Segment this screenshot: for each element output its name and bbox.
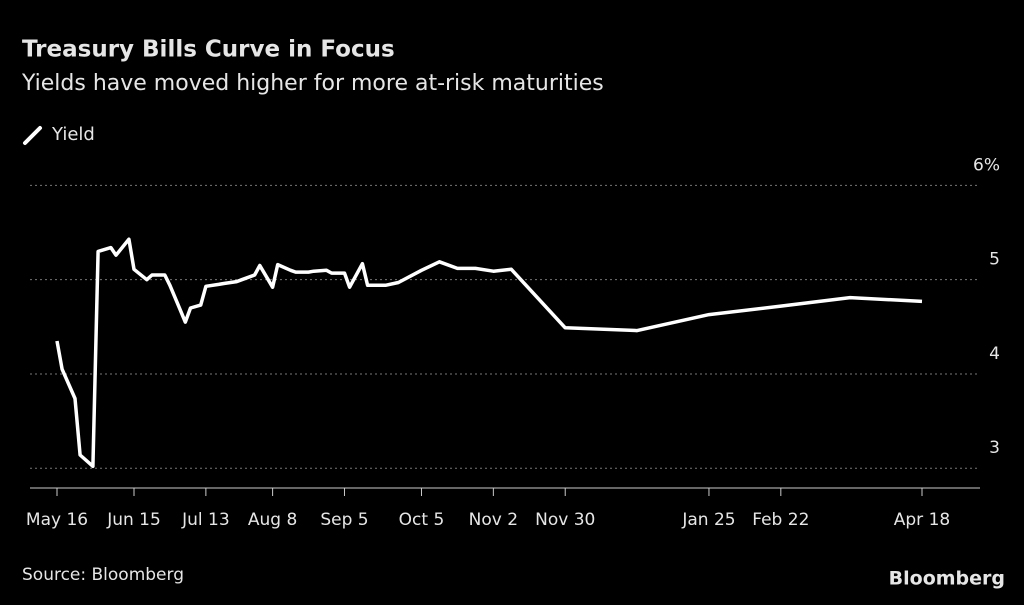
line-series: [55, 237, 923, 469]
x-tick-label: Sep 5: [320, 510, 368, 530]
chart-title: Treasury Bills Curve in Focus: [22, 37, 395, 63]
legend-label: Yield: [51, 124, 95, 145]
x-tick-label: Jul 13: [181, 510, 230, 530]
x-tick-label: May 16: [26, 510, 88, 530]
y-tick-label: 6%: [973, 155, 1000, 175]
source: Source: Bloomberg: [22, 565, 184, 585]
x-tick-label: Apr 18: [894, 510, 950, 530]
y-tick-label: 5: [989, 250, 1000, 270]
x-tick-label: Oct 5: [399, 510, 445, 530]
y-tick-label: 4: [989, 344, 1000, 364]
x-tick-label: Nov 2: [469, 510, 518, 530]
x-tick-label: Feb 22: [752, 510, 809, 530]
legend-swatch: [23, 126, 42, 145]
chart-subtitle: Yields have moved higher for more at-ris…: [21, 71, 604, 96]
x-tick-label: Aug 8: [248, 510, 297, 530]
y-tick-label: 3: [989, 438, 1000, 458]
x-tick-label: Jun 15: [106, 510, 161, 530]
brand: Bloomberg: [889, 568, 1005, 590]
x-tick-label: Jan 25: [681, 510, 735, 530]
x-tick-label: Nov 30: [535, 510, 595, 530]
